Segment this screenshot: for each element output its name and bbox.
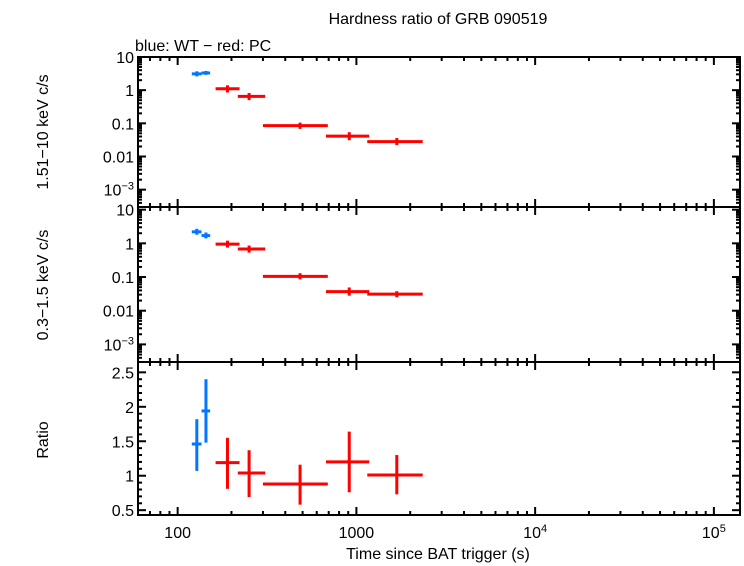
x-axis-label: Time since BAT trigger (s) xyxy=(346,546,530,563)
data-point xyxy=(237,93,266,101)
data-point xyxy=(215,240,240,248)
panel-frame xyxy=(137,361,741,516)
data-point xyxy=(326,287,370,296)
data-point xyxy=(237,245,266,253)
data-point xyxy=(191,228,202,235)
chart-title: Hardness ratio of GRB 090519 xyxy=(329,11,548,28)
y-label-hard: 1.51−10 keV c/s xyxy=(35,74,52,189)
x-tick-label: 1000 xyxy=(339,525,375,542)
data-point xyxy=(191,419,202,471)
y-tick-label: 1.5 xyxy=(112,434,134,451)
panel-frame xyxy=(137,206,741,363)
data-point xyxy=(237,450,266,498)
data-point xyxy=(367,291,423,298)
data-point xyxy=(262,464,328,505)
data-point xyxy=(367,455,423,495)
y-tick-label: 2.5 xyxy=(112,365,134,382)
data-point xyxy=(201,232,211,239)
y-tick-label: 10 xyxy=(116,203,134,220)
data-point xyxy=(262,122,328,129)
y-tick-label: 1 xyxy=(125,469,134,486)
y-label-ratio: Ratio xyxy=(35,421,52,458)
data-point xyxy=(201,379,211,443)
y-tick-label: 0.1 xyxy=(112,270,134,287)
x-tick-label: 105 xyxy=(702,523,726,542)
panel-frame xyxy=(137,56,741,208)
y-tick-label: 2 xyxy=(125,400,134,417)
x-tick-label: 104 xyxy=(523,523,547,542)
x-tick-exponent: 4 xyxy=(541,523,547,535)
y-tick-exponent: −3 xyxy=(121,181,134,193)
y-tick-label: 0.01 xyxy=(103,304,134,321)
y-tick-label: 10−3 xyxy=(104,335,134,354)
y-tick-label: 0.01 xyxy=(103,149,134,166)
y-label-soft: 0.3−1.5 keV c/s xyxy=(35,230,52,341)
data-point xyxy=(326,431,370,493)
data-point xyxy=(326,132,370,141)
y-tick-label: 0.5 xyxy=(112,503,134,520)
y-tick-label: 10−3 xyxy=(104,181,134,200)
y-tick-label: 1 xyxy=(125,83,134,100)
data-point xyxy=(215,85,240,93)
data-point xyxy=(191,71,202,77)
chart-subtitle: blue: WT − red: PC xyxy=(135,38,271,55)
y-tick-label: 0.1 xyxy=(112,116,134,133)
data-point xyxy=(215,437,240,489)
y-tick-label: 10 xyxy=(116,50,134,67)
data-point xyxy=(201,70,211,75)
y-tick-label: 1 xyxy=(125,236,134,253)
data-point xyxy=(367,138,423,146)
x-tick-label: 100 xyxy=(164,525,191,542)
data-point xyxy=(262,273,328,280)
x-tick-exponent: 5 xyxy=(720,523,726,535)
y-tick-exponent: −3 xyxy=(121,335,134,347)
